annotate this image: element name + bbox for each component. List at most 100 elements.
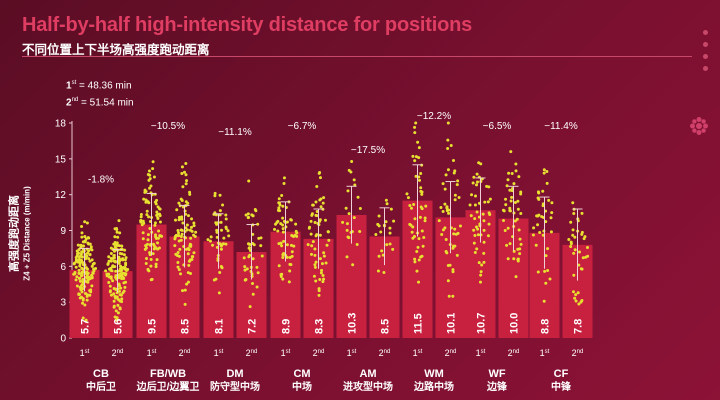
data-point-dot: [585, 245, 589, 249]
data-point-dot: [512, 182, 516, 186]
data-point-dot: [388, 231, 392, 235]
percent-change-label: -1.8%: [88, 175, 114, 186]
data-point-dot: [86, 241, 90, 245]
data-point-dot: [78, 279, 82, 283]
data-point-dot: [420, 190, 424, 194]
data-point-dot: [413, 125, 417, 129]
data-point-dot: [319, 205, 323, 209]
data-point-dot: [116, 235, 120, 239]
data-point-dot: [141, 237, 145, 241]
data-point-dot: [73, 272, 77, 276]
data-point-dot: [549, 216, 553, 220]
data-point-dot: [183, 302, 187, 306]
bar-value-label: 10.1: [446, 313, 458, 334]
data-point-dot: [185, 282, 189, 286]
data-point-dot: [112, 253, 116, 257]
data-point-dot: [251, 232, 255, 236]
data-point-dot: [177, 218, 181, 222]
data-point-dot: [148, 226, 152, 230]
data-point-dot: [80, 231, 84, 235]
data-point-dot: [502, 219, 506, 223]
data-point-dot: [311, 240, 315, 244]
category-name-label: 边锋: [486, 380, 508, 393]
data-point-dot: [72, 262, 76, 266]
data-point-dot: [80, 225, 84, 229]
data-point-dot: [577, 263, 581, 267]
data-point-dot: [540, 215, 544, 219]
data-point-dot: [145, 213, 149, 217]
data-point-dot: [441, 182, 445, 186]
data-point-dot: [189, 236, 193, 240]
data-point-dot: [574, 299, 578, 303]
data-point-dot: [87, 236, 91, 240]
data-point-dot: [153, 200, 157, 204]
data-point-dot: [546, 247, 550, 251]
data-point-dot: [177, 268, 181, 272]
data-point-dot: [281, 277, 285, 281]
data-point-dot: [209, 235, 213, 239]
data-point-dot: [173, 234, 177, 238]
half-label: 1st: [214, 348, 224, 358]
data-point-dot: [415, 269, 419, 273]
data-point-dot: [473, 234, 477, 238]
data-point-dot: [181, 221, 185, 225]
data-point-dot: [177, 239, 181, 243]
data-point-dot: [446, 279, 450, 283]
data-point-dot: [571, 201, 575, 205]
data-point-dot: [114, 269, 118, 273]
data-point-dot: [345, 228, 349, 232]
data-point-dot: [184, 161, 188, 165]
half-label: 1st: [347, 348, 357, 358]
data-point-dot: [475, 180, 479, 184]
category-name-label: 边后卫/边翼卫: [136, 380, 200, 393]
bar-value-label: 8.9: [281, 319, 293, 334]
data-point-dot: [186, 271, 190, 275]
data-point-dot: [388, 226, 392, 230]
data-point-dot: [536, 190, 540, 194]
data-point-dot: [580, 211, 584, 215]
data-point-dot: [144, 200, 148, 204]
data-point-dot: [143, 188, 147, 192]
data-point-dot: [313, 265, 317, 269]
data-point-dot: [147, 201, 151, 205]
data-point-dot: [541, 204, 545, 208]
data-point-dot: [409, 206, 413, 210]
data-point-dot: [377, 254, 381, 258]
bar-value-label: 5.7: [80, 319, 92, 334]
half-label: 1st: [147, 348, 157, 358]
data-point-dot: [227, 234, 231, 238]
data-point-dot: [323, 218, 327, 222]
data-point-dot: [472, 175, 476, 179]
data-point-dot: [385, 202, 389, 206]
data-point-dot: [542, 299, 546, 303]
data-point-dot: [219, 264, 223, 268]
data-point-dot: [503, 229, 507, 233]
data-point-dot: [151, 252, 155, 256]
data-point-dot: [87, 257, 91, 261]
data-point-dot: [88, 242, 92, 246]
data-point-dot: [441, 209, 445, 213]
data-point-dot: [119, 265, 123, 269]
bar-value-label: 7.8: [573, 319, 585, 334]
data-point-dot: [311, 203, 315, 207]
data-point-dot: [318, 198, 322, 202]
data-point-dot: [509, 199, 513, 203]
data-point-dot: [508, 242, 512, 246]
data-point-dot: [190, 257, 194, 261]
data-point-dot: [156, 241, 160, 245]
data-point-dot: [536, 223, 540, 227]
data-point-dot: [181, 185, 185, 189]
half-label: 2nd: [572, 348, 584, 358]
data-point-dot: [571, 228, 575, 232]
data-point-dot: [516, 207, 520, 211]
data-point-dot: [420, 254, 424, 258]
data-point-dot: [120, 252, 124, 256]
data-point-dot: [105, 272, 109, 276]
data-point-dot: [517, 228, 521, 232]
data-point-dot: [88, 253, 92, 257]
data-point-dot: [256, 222, 260, 226]
data-point-dot: [151, 160, 155, 164]
data-point-dot: [482, 219, 486, 223]
data-point-dot: [314, 213, 318, 217]
data-point-dot: [257, 236, 261, 240]
